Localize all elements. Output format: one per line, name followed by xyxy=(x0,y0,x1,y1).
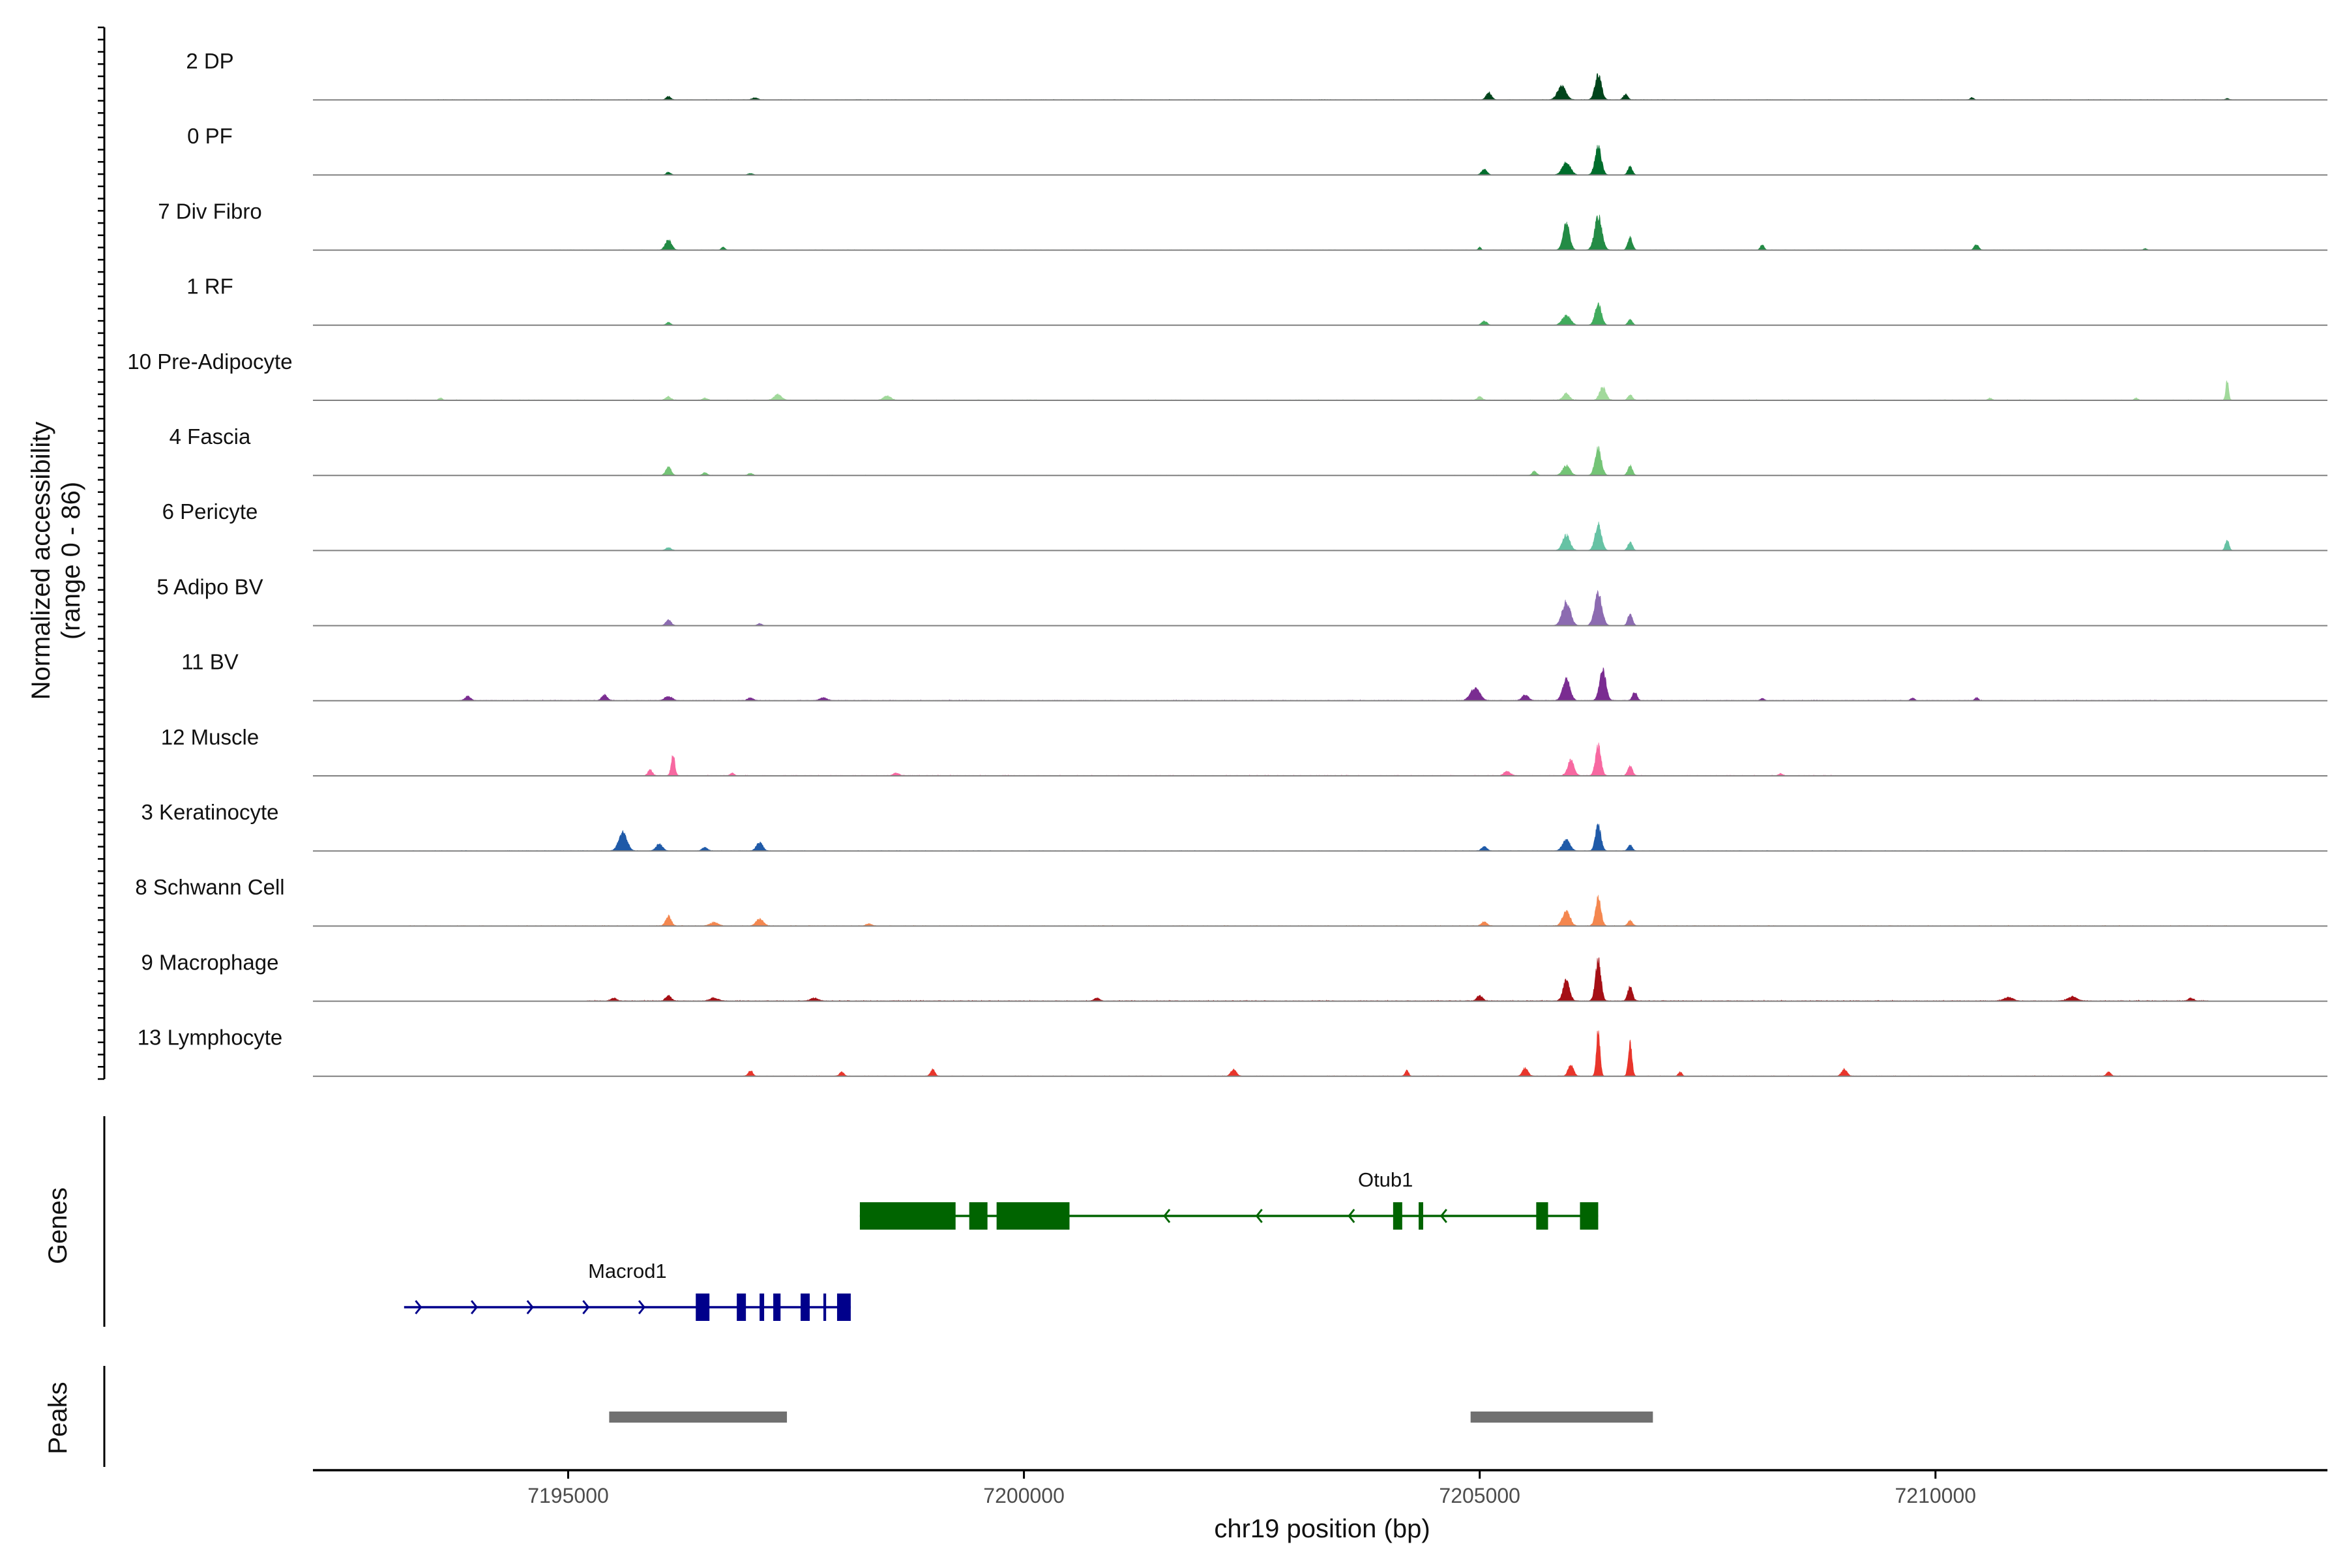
coverage-area xyxy=(404,522,2237,551)
track-label: 12 Muscle xyxy=(161,725,259,749)
track-13-lymphocyte: 13 Lymphocyte xyxy=(138,1026,2327,1077)
track-1-rf: 1 RF xyxy=(186,274,2327,326)
gene-exon xyxy=(1419,1202,1423,1230)
peaks-ylabel: Peaks xyxy=(44,1382,72,1454)
strand-arrow xyxy=(526,1300,534,1314)
genes-ylabel: Genes xyxy=(44,1187,72,1264)
track-12-muscle: 12 Muscle xyxy=(161,725,2327,777)
y-axis-title-coverage: Normalized accessibility (range 0 - 86) xyxy=(27,422,85,700)
strand-arrow xyxy=(1255,1209,1263,1223)
peak-region-bar xyxy=(609,1412,788,1423)
track-label: 3 Keratinocyte xyxy=(141,800,279,824)
coverage-area xyxy=(586,957,2209,1002)
gene-otub1: Otub1 xyxy=(859,1168,1599,1230)
coverage-area xyxy=(550,214,2164,250)
gene-exon xyxy=(996,1202,1070,1230)
strand-arrow xyxy=(415,1300,422,1314)
track-4-fascia: 4 Fascia xyxy=(170,424,2327,477)
strand-arrow xyxy=(1163,1209,1171,1223)
coverage-area xyxy=(404,895,2237,926)
track-6-pericyte: 6 Pericyte xyxy=(162,499,2327,552)
coverage-ylabel-line1: Normalized accessibility xyxy=(27,422,55,700)
coverage-tracks: 2 DP 0 PF 7 Div Fibro 1 RF 10 Pre-Adipocyte 4… xyxy=(98,26,2327,1080)
gene-name-label: Macrod1 xyxy=(588,1260,667,1282)
coverage-area xyxy=(404,145,1662,175)
strand-arrow xyxy=(638,1300,645,1314)
track-label: 5 Adipo BV xyxy=(156,574,263,599)
gene-name-label: Otub1 xyxy=(1358,1168,1413,1191)
track-8-schwann-cell: 8 Schwann Cell xyxy=(135,875,2327,927)
track-5-adipo-bv: 5 Adipo BV xyxy=(156,574,2327,627)
track-3-keratinocyte: 3 Keratinocyte xyxy=(141,800,2327,852)
gene-exon xyxy=(801,1294,810,1321)
coverage-area xyxy=(458,667,2237,702)
coverage-area xyxy=(641,742,1836,777)
gene-macrod1: Macrod1 xyxy=(404,1260,851,1321)
gene-exon xyxy=(760,1294,765,1321)
gene-exon xyxy=(737,1294,746,1321)
track-10-pre-adipocyte: 10 Pre-Adipocyte xyxy=(127,349,2327,401)
coverage-area xyxy=(404,302,2237,326)
gene-exon xyxy=(823,1294,827,1321)
gene-exon xyxy=(696,1294,710,1321)
track-label: 10 Pre-Adipocyte xyxy=(127,349,292,374)
x-tick-label: 7200000 xyxy=(983,1484,1065,1507)
x-axis: chr19 position (bp) 7195000 7200000 720500… xyxy=(313,1469,2327,1543)
coverage-area xyxy=(404,589,2237,626)
track-label: 13 Lymphocyte xyxy=(138,1026,283,1050)
strand-arrow xyxy=(470,1300,479,1314)
coverage-ylabel-line2: (range 0 - 86) xyxy=(57,482,85,640)
track-2-dp: 2 DP xyxy=(186,49,2327,101)
gene-exon xyxy=(1393,1202,1402,1230)
track-label: 7 Div Fibro xyxy=(158,199,262,223)
x-tick-label: 7210000 xyxy=(1895,1484,1976,1507)
x-axis-title: chr19 position (bp) xyxy=(1214,1515,1430,1543)
gene-exon xyxy=(969,1202,988,1230)
x-tick-label: 7195000 xyxy=(527,1484,609,1507)
track-label: 1 RF xyxy=(186,274,233,299)
track-7-div-fibro: 7 Div Fibro xyxy=(158,199,2327,251)
gene-exon xyxy=(1536,1202,1548,1230)
coverage-area xyxy=(404,445,2237,476)
strand-arrow xyxy=(582,1300,590,1314)
gene-exon xyxy=(1580,1202,1599,1230)
coverage-area xyxy=(731,1030,2146,1077)
peak-annotation-panel xyxy=(103,1366,1653,1467)
gene-annotation-panel: Otub1 Macrod1 xyxy=(103,1116,1599,1327)
track-11-bv: 11 BV xyxy=(181,650,2327,702)
peak-region-bar xyxy=(1470,1412,1653,1423)
track-0-pf: 0 PF xyxy=(187,124,2327,176)
track-label: 9 Macrophage xyxy=(141,950,279,974)
strand-arrow xyxy=(1439,1209,1447,1223)
gene-exon xyxy=(859,1202,956,1230)
coverage-area xyxy=(404,380,2237,401)
gene-exon xyxy=(836,1294,851,1321)
x-tick-label: 7205000 xyxy=(1439,1484,1520,1507)
coverage-area xyxy=(404,72,2237,100)
track-9-macrophage: 9 Macrophage xyxy=(141,950,2327,1002)
track-label: 2 DP xyxy=(186,49,233,73)
track-label: 11 BV xyxy=(181,650,238,674)
strand-arrow xyxy=(1348,1209,1355,1223)
track-label: 0 PF xyxy=(187,124,233,148)
track-label: 4 Fascia xyxy=(170,424,251,449)
gene-exon xyxy=(773,1294,781,1321)
coverage-area xyxy=(404,823,2237,851)
track-label: 6 Pericyte xyxy=(162,499,258,524)
track-label: 8 Schwann Cell xyxy=(135,875,284,899)
